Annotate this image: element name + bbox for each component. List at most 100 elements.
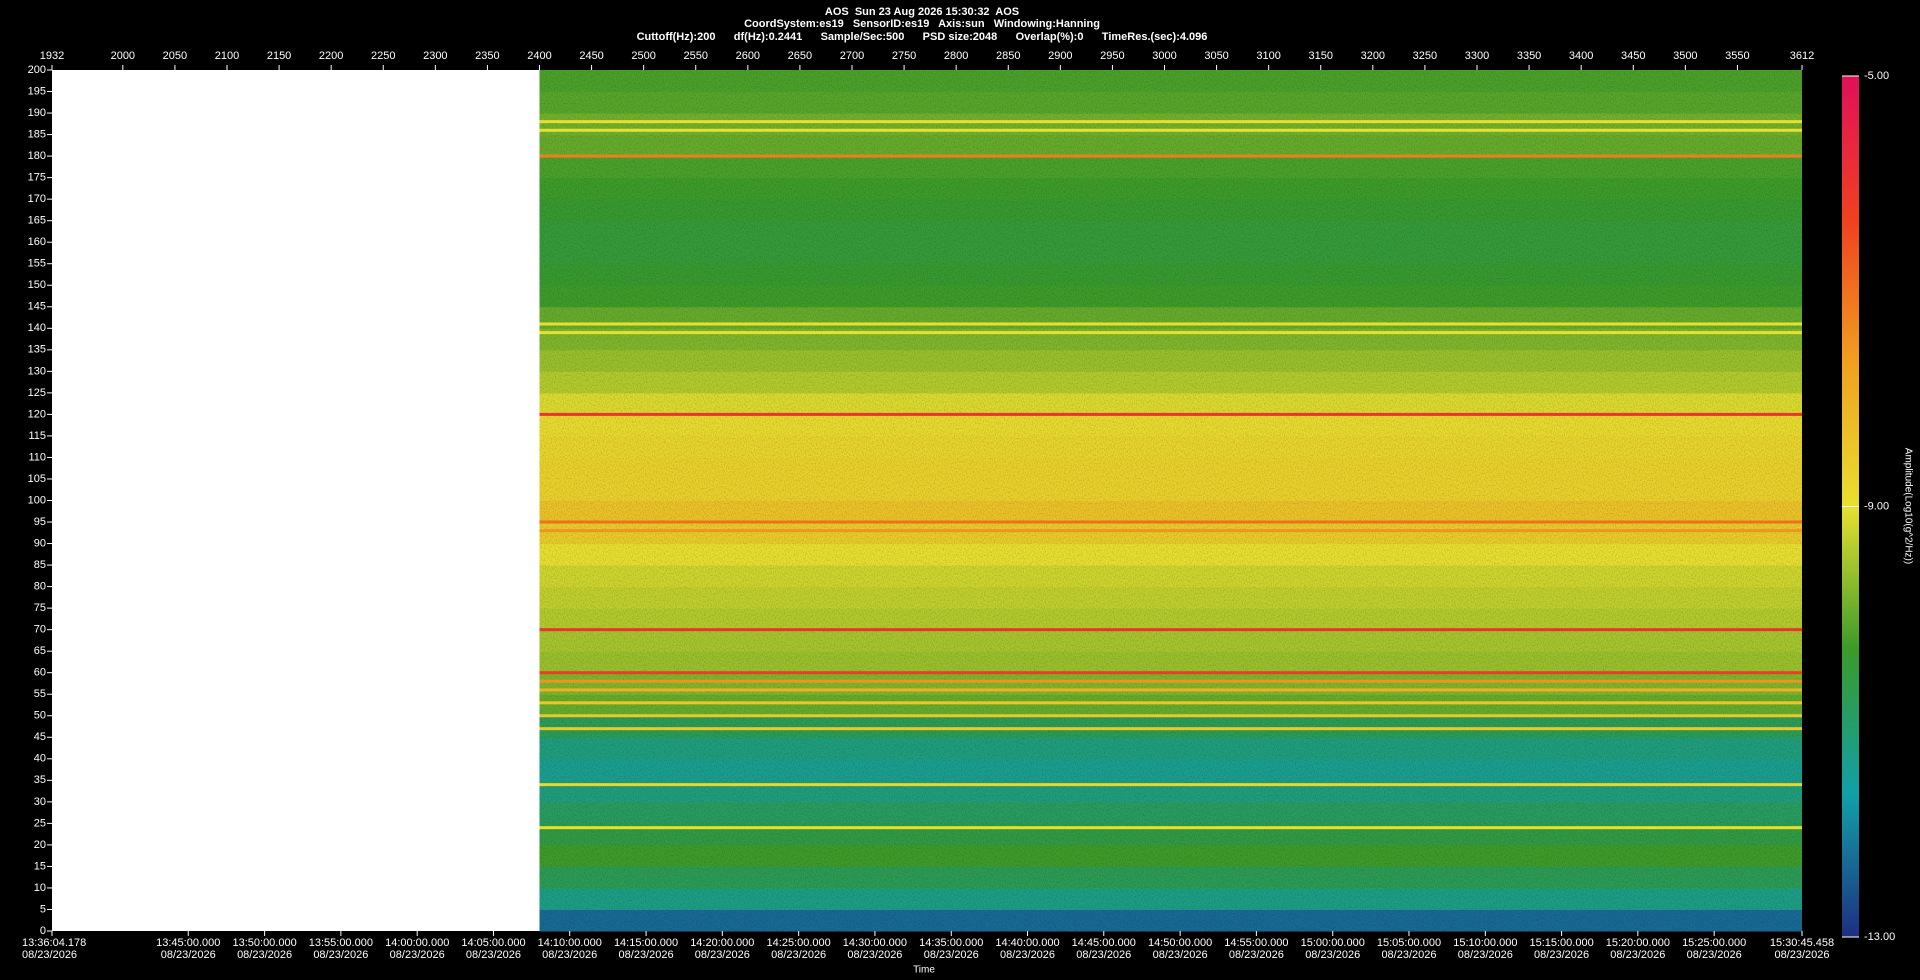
chart-title: AOS Sun 23 Aug 2026 15:30:32 AOS bbox=[825, 6, 1019, 18]
time-tick-date: 08/23/2026 bbox=[1687, 949, 1742, 961]
time-tick-date: 08/23/2026 bbox=[771, 949, 826, 961]
y-tick-label: 60 bbox=[34, 667, 46, 679]
y-tick-label: 110 bbox=[28, 451, 46, 463]
y-tick-label: 65 bbox=[34, 645, 46, 657]
y-tick-label: 30 bbox=[34, 796, 46, 808]
x-tick-label: 3300 bbox=[1465, 50, 1489, 62]
tonal-line bbox=[539, 331, 1802, 335]
x-tick-label: 3400 bbox=[1569, 50, 1593, 62]
plot-area: 1932 2000 2050 2100 2150 2200 2250 2300 2350 2400… bbox=[22, 50, 1895, 961]
y-tick-label: 75 bbox=[34, 602, 46, 614]
time-tick-label: 14:05:00.000 bbox=[461, 937, 525, 949]
colorbar-tick-label: -9.00 bbox=[1864, 500, 1889, 512]
time-tick-date: 08/23/2026 bbox=[1774, 949, 1829, 961]
x-tick-label: 2500 bbox=[631, 50, 655, 62]
x-tick-label: 3612 bbox=[1790, 50, 1814, 62]
x-tick-label: 2150 bbox=[267, 50, 291, 62]
noise-texture bbox=[539, 70, 1802, 931]
time-tick-label: 13:36:04.178 bbox=[22, 937, 86, 949]
x-tick-label: 2300 bbox=[423, 50, 447, 62]
y-tick-label: 170 bbox=[28, 193, 46, 205]
tonal-line bbox=[539, 826, 1802, 830]
x-tick-label: 2700 bbox=[840, 50, 864, 62]
x-tick-label: 2750 bbox=[892, 50, 916, 62]
y-tick-label: 15 bbox=[34, 860, 46, 872]
y-tick-label: 40 bbox=[34, 753, 46, 765]
tonal-line bbox=[539, 679, 1802, 683]
tonal-line bbox=[539, 322, 1802, 326]
x-tick-label: 2400 bbox=[527, 50, 551, 62]
x-tick-label: 2850 bbox=[996, 50, 1020, 62]
x-tick-label: 2050 bbox=[163, 50, 187, 62]
y-tick-label: 120 bbox=[28, 408, 46, 420]
time-tick-date: 08/23/2026 bbox=[924, 949, 979, 961]
time-tick-date: 08/23/2026 bbox=[1534, 949, 1589, 961]
tonal-line bbox=[539, 412, 1802, 416]
time-tick-label: 14:55:00.000 bbox=[1224, 937, 1288, 949]
tonal-line bbox=[539, 671, 1802, 675]
time-tick-date: 08/23/2026 bbox=[390, 949, 445, 961]
y-tick-label: 160 bbox=[28, 236, 46, 248]
x-tick-label: 2000 bbox=[111, 50, 135, 62]
time-tick-label: 14:15:00.000 bbox=[614, 937, 678, 949]
time-tick-date: 08/23/2026 bbox=[695, 949, 750, 961]
tonal-line bbox=[539, 628, 1802, 632]
y-tick-label: 55 bbox=[34, 688, 46, 700]
y-tick-label: 20 bbox=[34, 839, 46, 851]
y-tick-label: 195 bbox=[28, 85, 46, 97]
time-tick-date: 08/23/2026 bbox=[313, 949, 368, 961]
y-tick-label: 100 bbox=[28, 494, 46, 506]
y-tick-label: 200 bbox=[28, 64, 46, 76]
time-tick-date: 08/23/2026 bbox=[619, 949, 674, 961]
tonal-line bbox=[539, 701, 1802, 705]
x-tick-label: 3450 bbox=[1621, 50, 1645, 62]
time-tick-date: 08/23/2026 bbox=[1305, 949, 1360, 961]
time-tick-label: 14:35:00.000 bbox=[919, 937, 983, 949]
time-tick-label: 15:30:45.458 bbox=[1770, 937, 1834, 949]
x-tick-label: 3550 bbox=[1725, 50, 1749, 62]
tonal-line bbox=[539, 688, 1802, 692]
x-tick-label: 2950 bbox=[1100, 50, 1124, 62]
colorbar-tick-label: -5.00 bbox=[1864, 70, 1889, 82]
time-tick-label: 14:30:00.000 bbox=[843, 937, 907, 949]
time-tick-date: 08/23/2026 bbox=[161, 949, 216, 961]
time-tick-label: 13:45:00.000 bbox=[156, 937, 220, 949]
time-tick-label: 15:05:00.000 bbox=[1377, 937, 1441, 949]
tonal-line bbox=[539, 783, 1802, 787]
time-tick-label: 14:40:00.000 bbox=[995, 937, 1059, 949]
tonal-line bbox=[539, 529, 1802, 533]
time-tick-date: 08/23/2026 bbox=[22, 949, 77, 961]
time-tick-date: 08/23/2026 bbox=[847, 949, 902, 961]
time-tick-label: 15:20:00.000 bbox=[1606, 937, 1670, 949]
chart-info: Cuttoff(Hz):200 df(Hz):0.2441 Sample/Sec… bbox=[637, 31, 1208, 43]
y-tick-label: 80 bbox=[34, 581, 46, 593]
y-tick-label: 25 bbox=[34, 817, 46, 829]
time-tick-label: 15:00:00.000 bbox=[1301, 937, 1365, 949]
x-tick-label: 2450 bbox=[579, 50, 603, 62]
time-tick-label: 14:50:00.000 bbox=[1148, 937, 1212, 949]
y-tick-label: 50 bbox=[34, 710, 46, 722]
x-tick-label: 3350 bbox=[1517, 50, 1541, 62]
y-tick-label: 70 bbox=[34, 624, 46, 636]
time-tick-date: 08/23/2026 bbox=[1153, 949, 1208, 961]
y-tick-label: 125 bbox=[28, 387, 46, 399]
time-tick-label: 14:00:00.000 bbox=[385, 937, 449, 949]
y-tick-label: 115 bbox=[28, 430, 46, 442]
time-tick-label: 15:10:00.000 bbox=[1453, 937, 1517, 949]
time-tick-date: 08/23/2026 bbox=[237, 949, 292, 961]
time-tick-label: 13:50:00.000 bbox=[232, 937, 296, 949]
time-tick-date: 08/23/2026 bbox=[1076, 949, 1131, 961]
x-tick-label: 3150 bbox=[1309, 50, 1333, 62]
y-tick-label: 180 bbox=[28, 150, 46, 162]
x-tick-label: 3100 bbox=[1256, 50, 1280, 62]
x-tick-label: 2200 bbox=[319, 50, 343, 62]
time-tick-label: 14:45:00.000 bbox=[1072, 937, 1136, 949]
tonal-line bbox=[539, 727, 1802, 731]
x-tick-label: 2900 bbox=[1048, 50, 1072, 62]
y-tick-label: 140 bbox=[28, 322, 46, 334]
y-tick-label: 150 bbox=[28, 279, 46, 291]
time-tick-label: 14:25:00.000 bbox=[767, 937, 831, 949]
y-tick-label: 105 bbox=[28, 473, 46, 485]
time-tick-label: 14:10:00.000 bbox=[538, 937, 602, 949]
